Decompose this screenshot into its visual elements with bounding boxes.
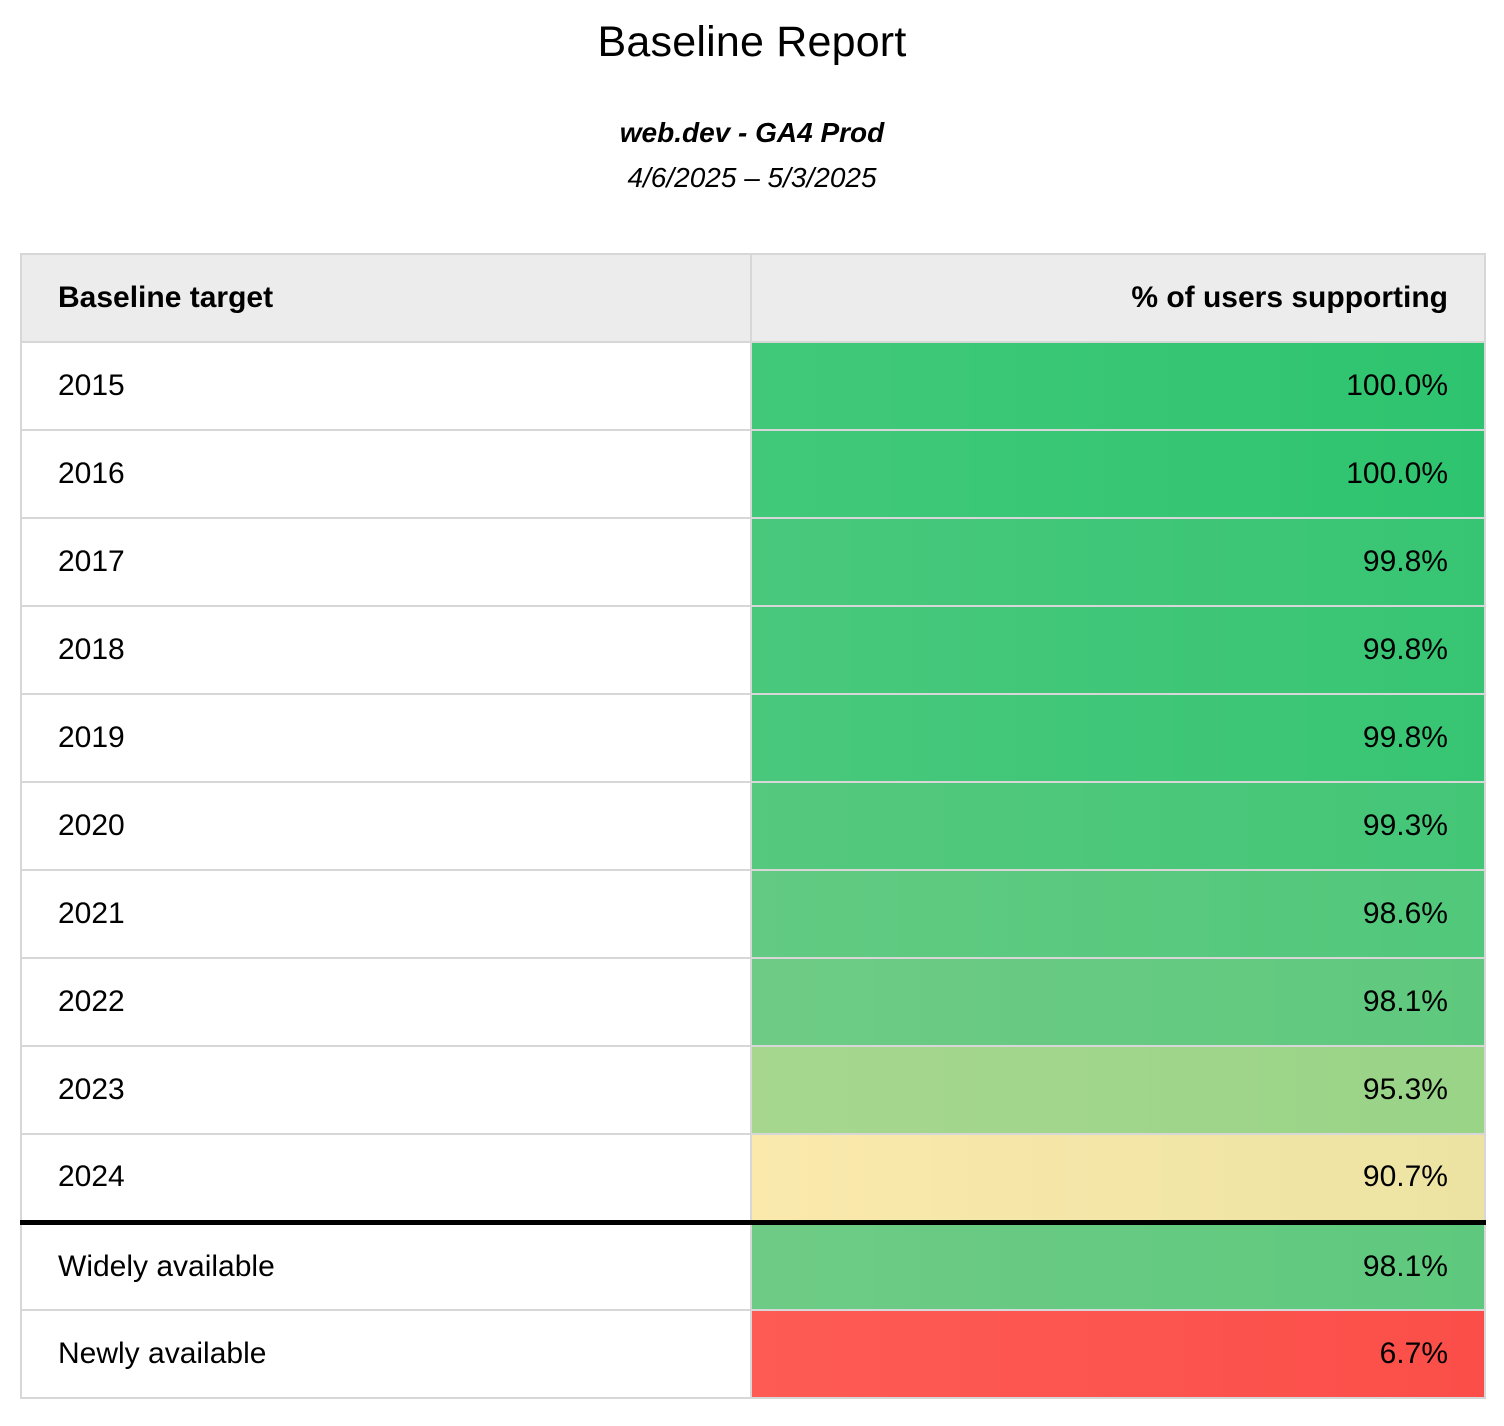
report-subtitle: web.dev - GA4 Prod bbox=[619, 117, 885, 148]
table-row: 2024 90.7% bbox=[20, 1133, 1486, 1225]
baseline-target-cell: 2020 bbox=[20, 781, 752, 871]
baseline-target-cell: 2023 bbox=[20, 1045, 752, 1135]
table-row: 2020 99.3% bbox=[20, 781, 1486, 871]
baseline-table: Baseline target % of users supporting 20… bbox=[20, 253, 1486, 1399]
table-row: Newly available 6.7% bbox=[20, 1309, 1486, 1399]
column-header-users-supporting: % of users supporting bbox=[750, 253, 1486, 343]
users-supporting-cell: 6.7% bbox=[750, 1309, 1486, 1399]
table-row: 2017 99.8% bbox=[20, 517, 1486, 607]
users-supporting-cell: 98.6% bbox=[750, 869, 1486, 959]
page-title: Baseline Report bbox=[597, 18, 907, 66]
table-body: 2015 100.0% 2016 100.0% 2017 99.8% 2018 99.8% 20… bbox=[20, 341, 1486, 1399]
table-row: 2018 99.8% bbox=[20, 605, 1486, 695]
users-supporting-cell: 100.0% bbox=[750, 429, 1486, 519]
baseline-target-cell: 2018 bbox=[20, 605, 752, 695]
baseline-target-cell: 2017 bbox=[20, 517, 752, 607]
table-row: 2016 100.0% bbox=[20, 429, 1486, 519]
users-supporting-cell: 99.3% bbox=[750, 781, 1486, 871]
users-supporting-cell: 99.8% bbox=[750, 605, 1486, 695]
users-supporting-cell: 99.8% bbox=[750, 693, 1486, 783]
users-supporting-cell: 98.1% bbox=[750, 957, 1486, 1047]
table-header-row: Baseline target % of users supporting bbox=[20, 253, 1486, 343]
table-row: 2021 98.6% bbox=[20, 869, 1486, 959]
baseline-target-cell: 2022 bbox=[20, 957, 752, 1047]
users-supporting-cell: 95.3% bbox=[750, 1045, 1486, 1135]
column-header-baseline-target: Baseline target bbox=[20, 253, 752, 343]
table-row: 2023 95.3% bbox=[20, 1045, 1486, 1135]
baseline-target-cell: Newly available bbox=[20, 1309, 752, 1399]
baseline-target-cell: 2021 bbox=[20, 869, 752, 959]
table-row: Widely available 98.1% bbox=[20, 1221, 1486, 1311]
table-header: Baseline target % of users supporting bbox=[20, 253, 1486, 343]
baseline-target-cell: Widely available bbox=[20, 1221, 752, 1311]
users-supporting-cell: 98.1% bbox=[750, 1221, 1486, 1311]
baseline-target-cell: 2016 bbox=[20, 429, 752, 519]
users-supporting-cell: 90.7% bbox=[750, 1133, 1486, 1225]
report-date-range: 4/6/2025 – 5/3/2025 bbox=[627, 162, 877, 193]
users-supporting-cell: 99.8% bbox=[750, 517, 1486, 607]
users-supporting-cell: 100.0% bbox=[750, 341, 1486, 431]
table-row: 2022 98.1% bbox=[20, 957, 1486, 1047]
baseline-target-cell: 2024 bbox=[20, 1133, 752, 1225]
table-row: 2015 100.0% bbox=[20, 341, 1486, 431]
table-row: 2019 99.8% bbox=[20, 693, 1486, 783]
baseline-target-cell: 2015 bbox=[20, 341, 752, 431]
baseline-target-cell: 2019 bbox=[20, 693, 752, 783]
